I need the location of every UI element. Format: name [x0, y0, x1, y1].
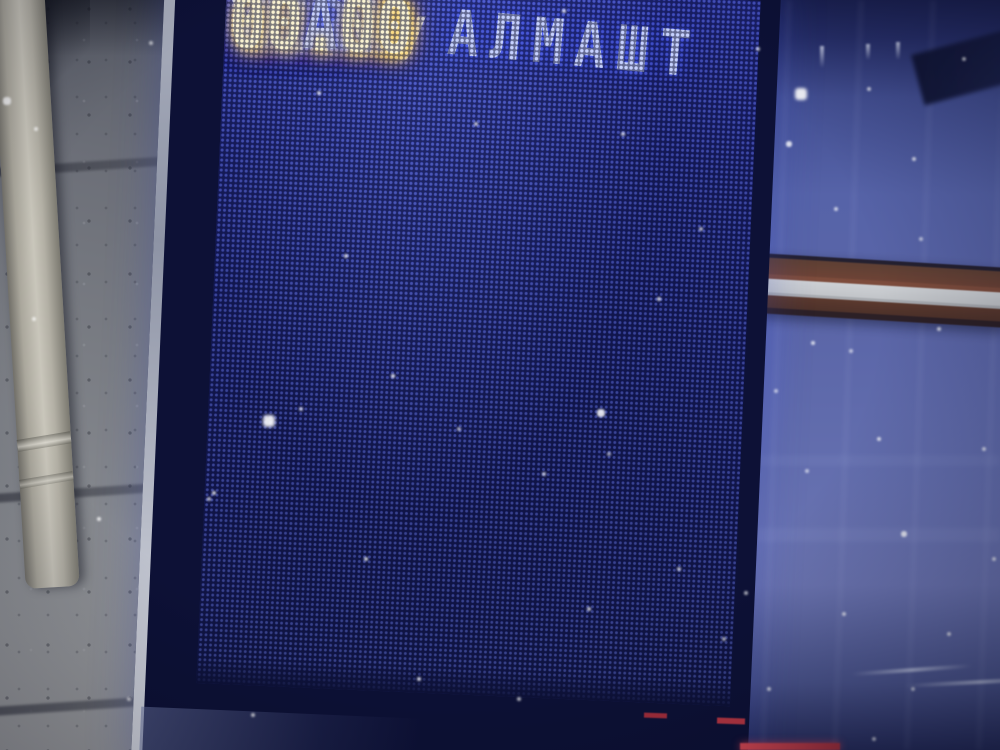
icicle — [820, 46, 824, 68]
red-reflection — [716, 717, 746, 725]
pipe-joint — [19, 471, 74, 489]
icicle — [896, 42, 900, 60]
red-reflection — [740, 743, 840, 750]
board-bottom-reflection — [138, 706, 471, 750]
led-screen: АКЧА АЛМАШТ АЛУУ САТУУ 87.50 USD 87.85 1… — [196, 0, 761, 707]
snowflakes — [0, 0, 2, 2]
pipe-joint — [16, 431, 72, 452]
led-board: АКЧА АЛМАШТ АЛУУ САТУУ 87.50 USD 87.85 1… — [130, 0, 782, 750]
icicle — [866, 44, 870, 60]
red-reflection — [643, 712, 668, 719]
led-dot-grid-overlay — [196, 0, 761, 707]
